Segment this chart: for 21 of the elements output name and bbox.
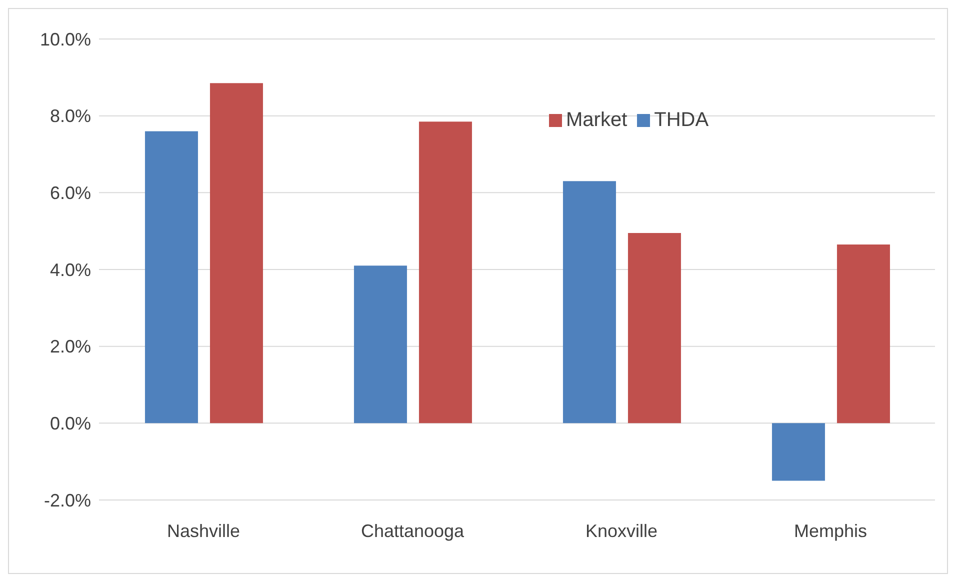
y-tick-label: 10.0% xyxy=(40,29,91,50)
bar xyxy=(418,122,472,424)
y-tick-label: 6.0% xyxy=(50,183,91,204)
bar xyxy=(144,131,198,424)
bar xyxy=(210,83,263,424)
x-tick-label: Memphis xyxy=(794,520,868,541)
bar xyxy=(562,181,616,424)
bar xyxy=(772,423,825,481)
bar xyxy=(836,244,890,424)
y-tick-label: 2.0% xyxy=(50,336,91,357)
x-tick-label: Nashville xyxy=(166,520,240,541)
bar xyxy=(354,266,407,424)
legend-label: Market xyxy=(566,109,628,131)
x-tick-label: Chattanooga xyxy=(360,520,466,541)
bar xyxy=(628,233,681,424)
legend-label: THDA xyxy=(654,109,709,131)
x-tick-label: Knoxville xyxy=(585,520,658,541)
y-tick-label: -2.0% xyxy=(44,490,91,510)
y-tick-label: 0.0% xyxy=(50,414,91,434)
y-tick-label: 4.0% xyxy=(50,260,91,280)
y-tick-label: 8.0% xyxy=(50,106,91,126)
